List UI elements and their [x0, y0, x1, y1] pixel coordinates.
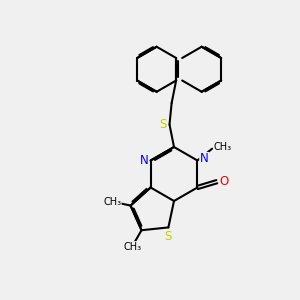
Text: S: S [165, 230, 172, 243]
Text: N: N [200, 152, 208, 166]
Text: N: N [140, 154, 148, 167]
Text: CH₃: CH₃ [123, 242, 141, 252]
Text: S: S [159, 118, 166, 131]
Text: O: O [220, 175, 229, 188]
Text: CH₃: CH₃ [103, 196, 121, 207]
Text: CH₃: CH₃ [214, 142, 232, 152]
